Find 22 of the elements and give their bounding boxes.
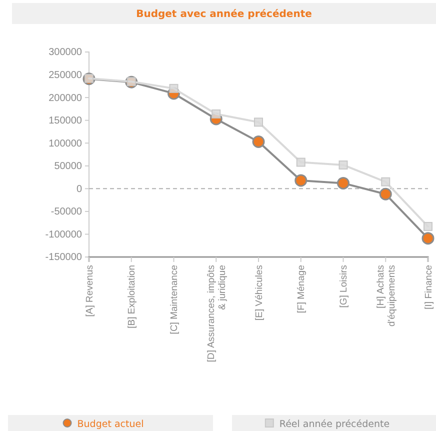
x-tick-label: [G] Loisirs	[338, 264, 350, 308]
x-tick-label: [D] Assurances, impôts & juridique	[206, 264, 228, 362]
y-tick-label: 200000	[48, 92, 82, 104]
y-tick-label: 0	[76, 184, 82, 195]
legend-label: Réel année précédente	[279, 419, 390, 430]
x-tick-label: [B] Exploitation	[126, 265, 138, 328]
y-tick-label: 250000	[48, 70, 82, 81]
chart-title: Budget avec année précédente	[136, 9, 312, 20]
x-tick-label: [I] Finance	[423, 265, 434, 310]
x-tick-label: [C] Maintenance	[169, 265, 180, 334]
x-tick-label: [F] Ménage	[296, 265, 308, 314]
y-tick-label: -150000	[45, 252, 82, 264]
legend-label: Budget actuel	[77, 419, 144, 430]
x-tick-label: [A] Revenus	[84, 264, 96, 317]
y-tick-label: 50000	[54, 161, 82, 172]
x-tick-label: [H] Achats d'équipements	[375, 264, 398, 326]
y-tick-label: 100000	[48, 138, 82, 150]
y-tick-label: 300000	[48, 47, 82, 58]
y-tick-label: -50000	[50, 206, 82, 218]
y-tick-label: -100000	[45, 229, 82, 240]
x-tick-label: [E] Véhicules	[254, 264, 265, 320]
y-tick-label: 150000	[48, 116, 82, 127]
